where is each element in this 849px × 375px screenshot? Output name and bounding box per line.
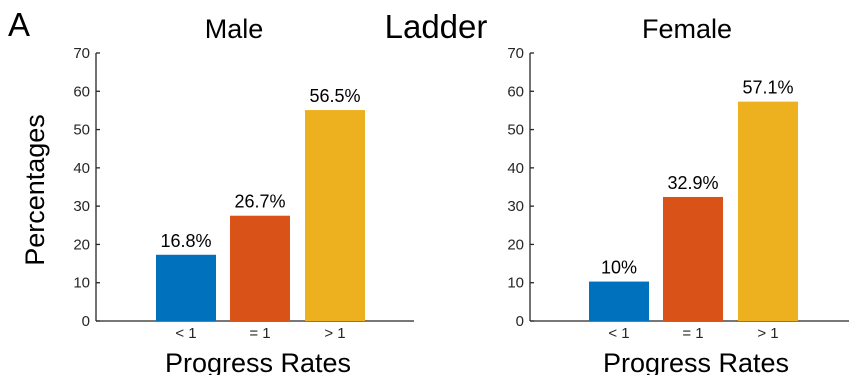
bar xyxy=(305,110,365,321)
y-tick-label: 40 xyxy=(73,160,90,177)
y-tick-label: 50 xyxy=(507,122,524,139)
chart-title: Male xyxy=(205,14,264,44)
y-tick-label: 20 xyxy=(507,236,524,253)
bar-value-label: 26.7% xyxy=(234,192,285,212)
bar-value-label: 10% xyxy=(601,258,637,278)
male-chart: Male Percentages Progress Rates 0 10 20 30 4… xyxy=(20,14,414,375)
y-tick-label: 30 xyxy=(73,198,90,215)
x-tick-label: > 1 xyxy=(324,325,345,342)
x-tick-label: > 1 xyxy=(757,325,778,342)
bar xyxy=(156,254,216,321)
bar-value-label: 32.9% xyxy=(667,173,718,193)
y-tick-label: 50 xyxy=(73,122,90,139)
bar-value-label: 57.1% xyxy=(742,78,793,98)
x-tick-label: < 1 xyxy=(175,325,196,342)
bar-value-label: 16.8% xyxy=(160,231,211,251)
y-tick-label: 30 xyxy=(507,198,524,215)
chart-title: Female xyxy=(642,14,732,44)
y-tick-label: 0 xyxy=(516,313,524,330)
x-tick-label: < 1 xyxy=(608,325,629,342)
y-tick-label: 40 xyxy=(507,160,524,177)
bar xyxy=(230,215,290,321)
x-tick-label: = 1 xyxy=(249,325,270,342)
y-tick-label: 0 xyxy=(82,313,90,330)
y-tick-label: 20 xyxy=(73,236,90,253)
bar xyxy=(663,196,723,321)
female-chart: Female Progress Rates 0 10 20 30 40 50 60 70 < 1… xyxy=(507,14,849,375)
x-tick-label: = 1 xyxy=(682,325,703,342)
y-tick-label: 70 xyxy=(507,45,524,62)
x-axis-label: Progress Rates xyxy=(603,348,789,375)
bar xyxy=(738,101,798,321)
bar xyxy=(589,281,649,321)
y-tick-label: 70 xyxy=(73,45,90,62)
y-axis-label: Percentages xyxy=(20,114,50,266)
y-tick-label: 60 xyxy=(507,83,524,100)
y-tick-label: 60 xyxy=(73,83,90,100)
super-title: Ladder xyxy=(385,8,488,45)
x-axis-label: Progress Rates xyxy=(165,348,351,375)
y-tick-label: 10 xyxy=(73,275,90,292)
panel-label: A xyxy=(8,6,30,43)
bar-value-label: 56.5% xyxy=(309,86,360,106)
y-tick-label: 10 xyxy=(507,275,524,292)
